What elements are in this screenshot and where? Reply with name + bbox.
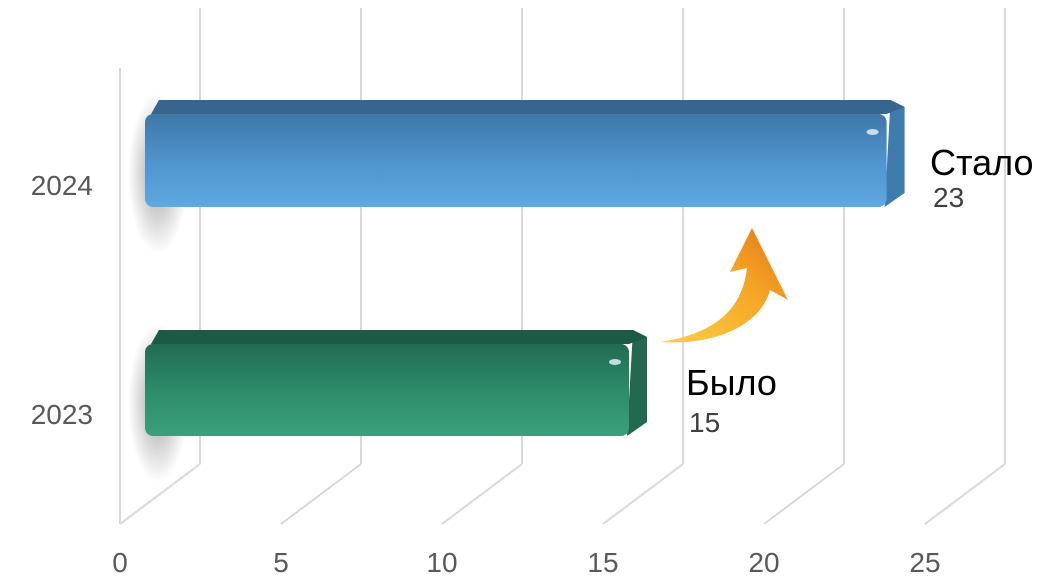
x-tick-label: 0 [112, 547, 128, 577]
annotation-label-2024: Стало [930, 142, 1034, 183]
floor-line-20 [763, 463, 845, 525]
bar-top-2024 [151, 100, 905, 114]
bar-side-2024 [884, 100, 905, 207]
floor-line-5 [280, 463, 362, 525]
x-tick-label: 5 [273, 547, 289, 577]
y-category-label: 2024 [31, 170, 93, 201]
bars [128, 93, 905, 483]
bar-2023 [145, 344, 629, 436]
bar-2024 [145, 114, 887, 207]
x-tick-label: 25 [909, 547, 940, 577]
floor-line-10 [441, 463, 523, 525]
bar-highlight-2023 [609, 359, 621, 365]
bar-highlight-2024 [866, 129, 879, 135]
x-tick-label: 20 [748, 547, 779, 577]
grid [119, 8, 1006, 525]
annotation-value-2024: 23 [933, 182, 964, 213]
floor-line-0 [119, 463, 201, 525]
x-tick-label: 15 [587, 547, 618, 577]
floor-line-25 [924, 463, 1006, 525]
bar-side-2023 [627, 330, 647, 436]
growth-arrow [660, 228, 788, 343]
floor-line-15 [602, 463, 684, 525]
annotation-label-2023: Было [686, 362, 777, 403]
growth-arrow-icon [660, 228, 788, 343]
y-category-label: 2023 [31, 399, 93, 430]
annotation-value-2023: 15 [689, 407, 720, 438]
bar-top-2023 [151, 330, 647, 344]
x-tick-label: 10 [426, 547, 457, 577]
